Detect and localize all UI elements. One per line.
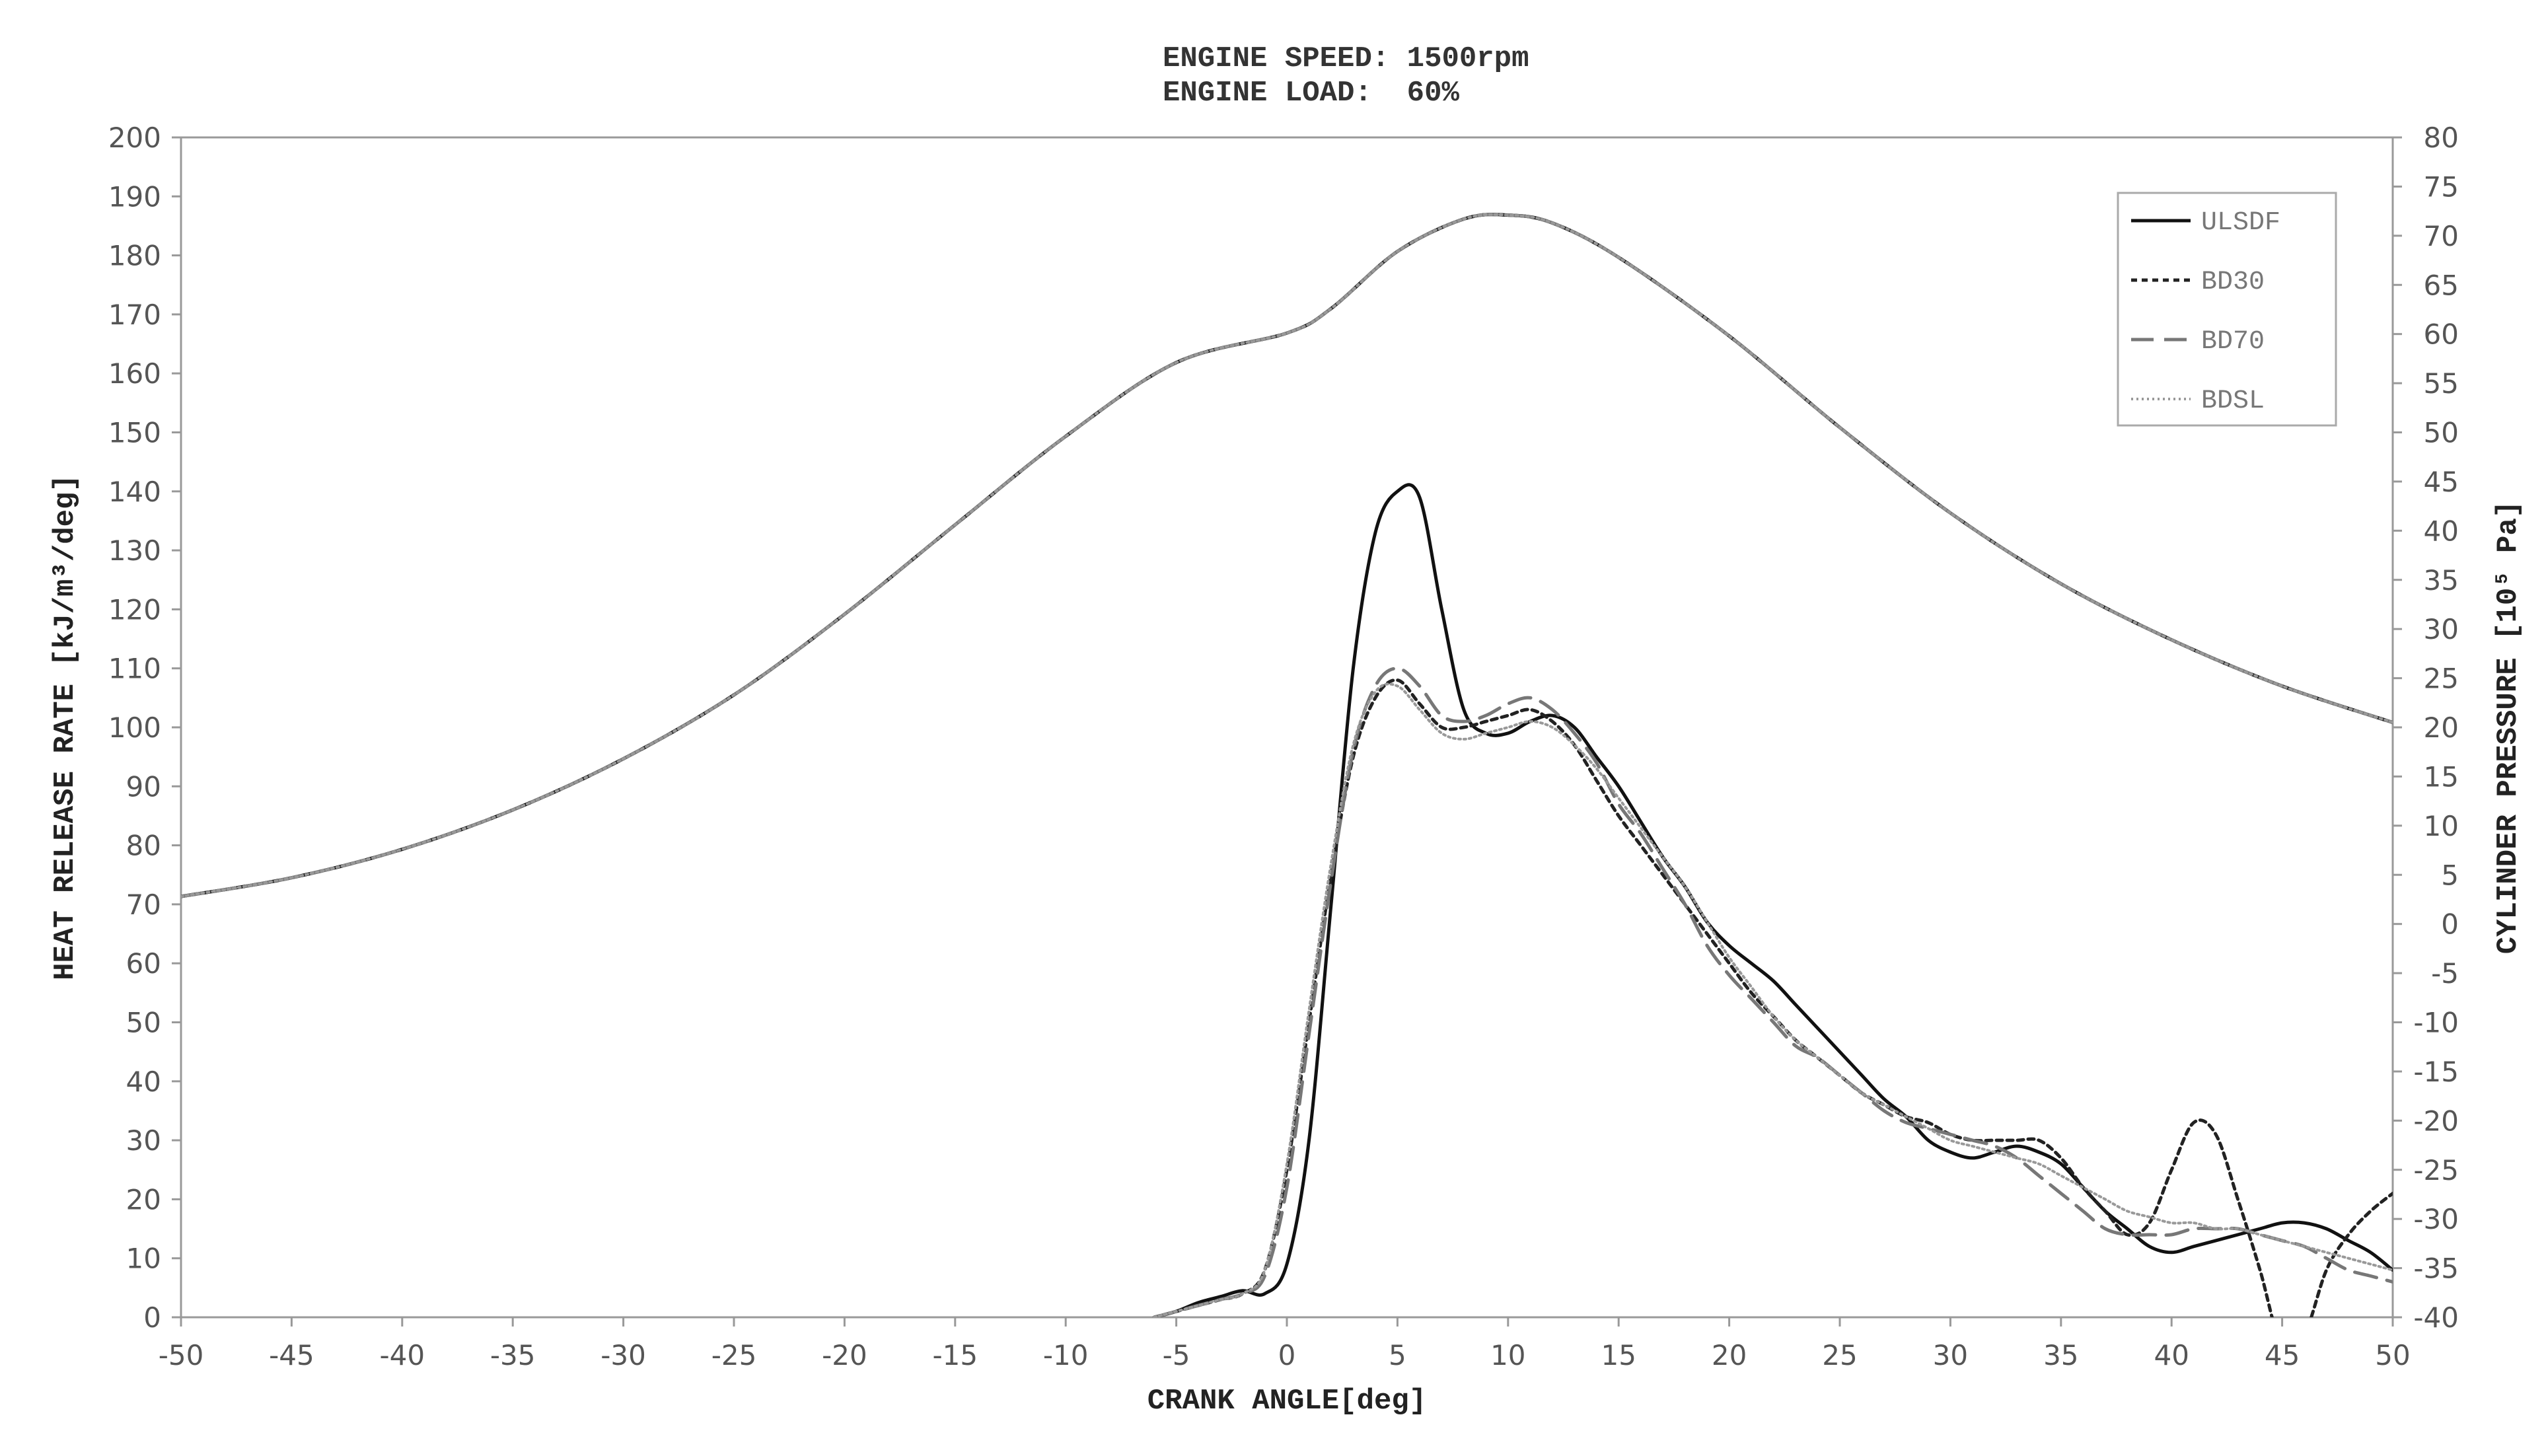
x-tick-label: 45 [2265, 1339, 2300, 1371]
y2-tick-label: 35 [2424, 564, 2459, 597]
y2-tick-label: -35 [2413, 1253, 2459, 1285]
legend-box [2117, 192, 2337, 427]
y2-tick-label: 15 [2424, 760, 2459, 793]
plot-area-frame [180, 136, 2394, 1319]
series-line-pressure-bd70 [181, 213, 2393, 898]
y-tick-label: 130 [108, 534, 161, 567]
series-group [181, 213, 2393, 1317]
y-tick-label: 160 [108, 357, 161, 390]
legend-label-ulsdf: ULSDF [2201, 208, 2280, 238]
x-tick-label: 0 [1278, 1339, 1296, 1371]
y2-tick-label: -15 [2413, 1056, 2459, 1088]
y2-tick-label: 75 [2424, 170, 2459, 203]
y2-tick-label: 25 [2424, 663, 2459, 695]
y-tick-label: 120 [108, 593, 161, 626]
chart-title: ENGINE SPEED: 1500rpm ENGINE LOAD: 60% [1163, 42, 1529, 110]
y-tick-label: 110 [108, 653, 161, 685]
y2-tick-label: 50 [2424, 417, 2459, 449]
y-tick-label: 30 [126, 1124, 161, 1157]
y2-tick-label: 10 [2424, 810, 2459, 842]
series-line-heat-release-bd70 [1152, 667, 2393, 1317]
x-tick-label: -45 [269, 1339, 314, 1371]
y2-tick-label: 55 [2424, 367, 2459, 400]
y-axis-label: HEAT RELEASE RATE [kJ/m³/deg] [49, 474, 82, 980]
y-tick-label: 60 [126, 947, 161, 980]
series-line-heat-release-ulsdf [1152, 483, 2393, 1317]
series-line-pressure-ulsdf [181, 213, 2393, 898]
y-tick-label: 180 [108, 240, 161, 272]
y2-tick-label: 80 [2424, 122, 2459, 154]
x-tick-label: 15 [1601, 1339, 1636, 1371]
y2-tick-label: 30 [2424, 613, 2459, 645]
x-axis-label: CRANK ANGLE[deg] [1147, 1385, 1426, 1418]
y2-tick-label: 65 [2424, 269, 2459, 301]
x-tick-label: -20 [822, 1339, 867, 1371]
series-line-pressure-bd30 [181, 213, 2393, 898]
legend-label-bd30: BD30 [2201, 268, 2265, 297]
y-tick-label: 10 [126, 1243, 161, 1275]
x-tick-label: 50 [2375, 1339, 2410, 1371]
x-tick-label: -25 [711, 1339, 757, 1371]
y-tick-label: 150 [108, 417, 161, 449]
y2-tick-label: 45 [2424, 466, 2459, 498]
legend-label-bdsl: BDSL [2201, 386, 2265, 416]
x-tick-label: 10 [1490, 1339, 1525, 1371]
y-tick-label: 170 [108, 299, 161, 331]
x-tick-label: 35 [2043, 1339, 2078, 1371]
y-tick-label: 70 [126, 889, 161, 921]
y-tick-label: 200 [108, 122, 161, 154]
y2-tick-label: -10 [2413, 1007, 2459, 1039]
x-tick-label: -40 [379, 1339, 425, 1371]
series-line-heat-release-bdsl [1153, 682, 2393, 1317]
y-tick-label: 40 [126, 1066, 161, 1098]
x-tick-label: 5 [1389, 1339, 1406, 1371]
y2-tick-label: -30 [2413, 1203, 2459, 1235]
x-tick-label: -30 [600, 1339, 646, 1371]
x-tick-label: -15 [932, 1339, 978, 1371]
y2-axis-ticks: -40 -35 -30 -25 -20 -15 -10 -5 0 5 10 15 20 25 30 35 40 4… [2393, 122, 2459, 1334]
y2-axis-label: CYLINDER PRESSURE [10⁵ Pa] [2492, 501, 2525, 955]
x-tick-label: 20 [1712, 1339, 1747, 1371]
y-tick-label: 90 [126, 770, 161, 803]
y-tick-label: 190 [108, 180, 161, 213]
chart-title-line-2: ENGINE LOAD: 60% [1163, 77, 1459, 110]
legend-label-bd70: BD70 [2201, 327, 2265, 357]
x-tick-label: 40 [2154, 1339, 2189, 1371]
y2-tick-label: 70 [2424, 220, 2459, 252]
chart-title-line-1: ENGINE SPEED: 1500rpm [1163, 42, 1529, 75]
y2-tick-label: 5 [2441, 859, 2459, 891]
y2-tick-label: -25 [2413, 1154, 2459, 1186]
y2-tick-label: 0 [2441, 908, 2459, 941]
y2-tick-label: 20 [2424, 711, 2459, 744]
series-line-heat-release-bd30 [1152, 678, 2393, 1317]
legend: ULSDF BD30 BD70 BDSL [2117, 192, 2337, 427]
y-tick-label: 100 [108, 711, 161, 744]
y-tick-label: 20 [126, 1183, 161, 1216]
x-tick-label: -5 [1163, 1339, 1190, 1371]
x-tick-label: 25 [1822, 1339, 1857, 1371]
x-tick-label: -50 [159, 1339, 204, 1371]
series-line-pressure-bdsl [181, 213, 2393, 898]
y2-tick-label: 60 [2424, 318, 2459, 351]
y2-tick-label: -5 [2431, 957, 2459, 990]
y2-tick-label: -40 [2413, 1301, 2459, 1334]
x-tick-label: 30 [1933, 1339, 1968, 1371]
y2-tick-label: 40 [2424, 515, 2459, 547]
y-tick-label: 50 [126, 1007, 161, 1039]
y-tick-label: 0 [143, 1301, 161, 1334]
x-tick-label: -10 [1043, 1339, 1089, 1371]
y-axis-ticks: 0 10 20 30 40 50 60 70 80 90 100 110 120 130 140 150 160… [108, 122, 181, 1334]
x-tick-label: -35 [490, 1339, 536, 1371]
y2-tick-label: -20 [2413, 1105, 2459, 1137]
y-tick-label: 140 [108, 476, 161, 508]
x-axis-ticks: -50 -45 -40 -35 -30 -25 -20 -15 -10 -5 0 5 10 15 20 25 3… [159, 1317, 2411, 1371]
y-tick-label: 80 [126, 830, 161, 862]
